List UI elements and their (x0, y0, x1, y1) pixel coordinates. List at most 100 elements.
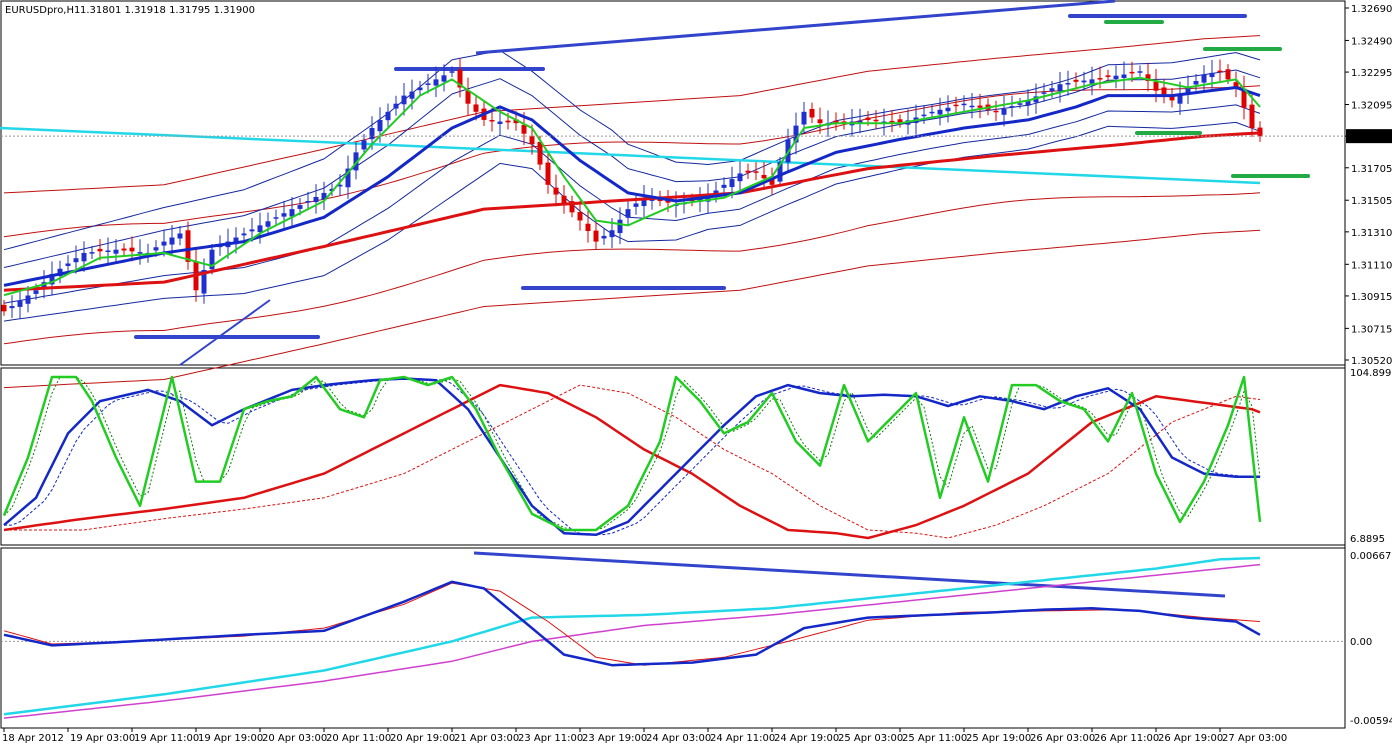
price-tick-label: 1.32095 (1351, 101, 1392, 112)
price-tick-label: 1.30915 (1351, 292, 1392, 303)
bull-candle-body (25, 295, 31, 304)
time-tick-label: 19 Apr 03:00 (70, 733, 135, 744)
bull-candle-body (1017, 103, 1023, 105)
bear-candle-body (873, 119, 879, 122)
bull-candle-body (609, 230, 615, 238)
bull-candle-body (329, 188, 335, 192)
bear-candle-body (97, 248, 103, 252)
bull-candle-body (793, 125, 799, 143)
envelope-lower-line (3, 229, 1261, 389)
bull-candle-body (361, 140, 367, 150)
bull-candle-body (1049, 88, 1055, 92)
bear-candle-body (1073, 79, 1079, 82)
bear-candle-body (129, 247, 135, 252)
bull-candle-body (105, 250, 111, 253)
time-tick-label: 26 Apr 19:00 (1158, 733, 1223, 744)
bear-candle-body (505, 120, 511, 123)
bull-candle-body (497, 121, 503, 124)
bull-candle-body (705, 196, 711, 202)
bull-candle-body (1009, 106, 1015, 108)
bull-candle-body (441, 75, 447, 82)
bear-candle-body (993, 110, 999, 113)
bull-candle-body (1193, 80, 1199, 85)
oscillator-1-plot (2, 375, 1262, 540)
bear-candle-body (841, 121, 847, 123)
price-tick-label: 1.30715 (1351, 324, 1392, 335)
bull-candle-body (721, 184, 727, 188)
bear-candle-body (897, 119, 903, 124)
osc2-top-label: 0.006678 (1350, 551, 1392, 562)
bear-candle-body (521, 124, 527, 134)
bear-candle-body (1241, 88, 1247, 108)
envelope-upper-line (3, 35, 1261, 194)
time-tick-label: 24 Apr 19:00 (774, 733, 839, 744)
bull-candle-body (1089, 79, 1095, 84)
bear-candle-body (833, 120, 839, 124)
bear-candle-body (769, 178, 775, 185)
bear-candle-body (1257, 127, 1263, 137)
bear-candle-body (1, 304, 7, 312)
bear-candle-body (1129, 71, 1135, 74)
bull-candle-body (1041, 92, 1047, 94)
time-tick-label: 25 Apr 11:00 (902, 733, 967, 744)
bull-candle-body (313, 196, 319, 203)
price-axis: 1.32690 1.32490 1.32295 1.32095 1.31705 1.315… (1345, 4, 1392, 367)
oscillator-2-plot (1, 551, 1345, 719)
osc2-blue-line (3, 580, 1261, 667)
osc2-trend-line (473, 551, 1226, 598)
bear-candle-body (569, 201, 575, 213)
bull-candle-body (713, 190, 719, 195)
bull-candle-body (649, 199, 655, 201)
bull-candle-body (857, 120, 863, 123)
bear-candle-body (817, 119, 823, 124)
osc2-cyan-line (3, 556, 1261, 716)
bear-candle-body (473, 104, 479, 112)
bull-candle-body (801, 111, 807, 125)
bull-candle-body (921, 114, 927, 117)
bull-candle-body (81, 252, 87, 262)
bull-candle-body (1081, 80, 1087, 83)
price-tick-label: 1.31110 (1351, 260, 1392, 271)
band-upper-line (3, 50, 1261, 251)
bear-candle-body (489, 120, 495, 122)
bull-candle-body (1209, 72, 1215, 78)
osc1-blue-line (3, 377, 1260, 537)
band-mid-upper-line (3, 69, 1261, 268)
bear-candle-body (977, 105, 983, 108)
bull-candle-body (377, 119, 383, 132)
bear-candle-body (889, 120, 895, 123)
price-tick-label: 1.31505 (1351, 196, 1392, 207)
ohlc-label: 1.31801 1.31918 1.31795 1.31900 (80, 5, 255, 16)
bull-candle-body (89, 252, 95, 254)
envelope-inner-lower-line (3, 192, 1261, 345)
bull-candle-body (625, 209, 631, 218)
bull-candle-body (161, 241, 167, 246)
bull-candle-body (345, 168, 351, 188)
bear-candle-body (545, 162, 551, 185)
bull-candle-body (777, 162, 783, 182)
osc1-bottom-label: 6.8895 (1350, 534, 1385, 545)
band-lower-line (3, 121, 1261, 322)
bear-candle-body (537, 141, 543, 165)
bull-candle-body (433, 79, 439, 86)
bull-candle-body (241, 233, 247, 236)
price-tick-label: 1.32295 (1351, 68, 1392, 79)
bull-candle-body (393, 103, 399, 109)
bear-candle-body (1097, 78, 1103, 80)
osc2-zero-label: 0.00 (1350, 637, 1372, 648)
bear-candle-body (457, 69, 463, 88)
bull-candle-body (113, 249, 119, 254)
time-tick-label: 27 Apr 03:00 (1222, 733, 1287, 744)
time-tick-label: 25 Apr 19:00 (966, 733, 1031, 744)
osc1-red-line (3, 383, 1261, 540)
bull-candle-body (945, 107, 951, 112)
bull-candle-body (169, 237, 175, 245)
bear-candle-body (1161, 87, 1167, 96)
bear-candle-body (1217, 70, 1223, 73)
bull-candle-body (153, 247, 159, 251)
time-tick-label: 25 Apr 03:00 (838, 733, 903, 744)
upper-trend-line (475, 0, 1116, 55)
bull-candle-body (265, 221, 271, 227)
